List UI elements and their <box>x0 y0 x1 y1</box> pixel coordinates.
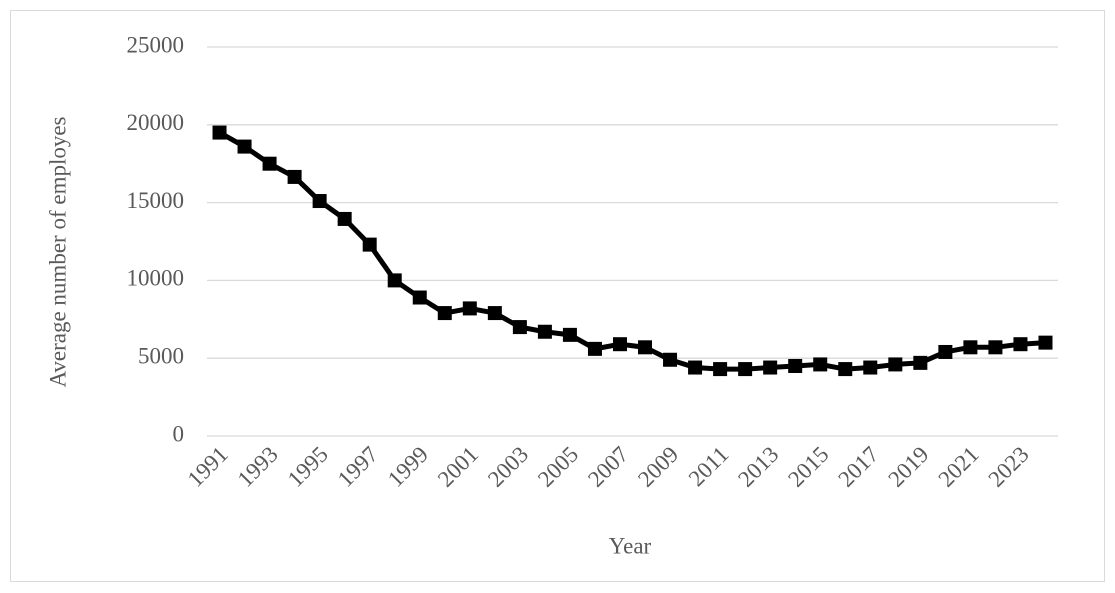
marker <box>562 327 577 342</box>
marker <box>537 324 552 339</box>
marker <box>688 360 703 375</box>
marker <box>963 340 978 355</box>
marker <box>713 362 728 377</box>
y-tick-label: 15000 <box>127 188 185 213</box>
marker <box>587 341 602 356</box>
y-tick-label: 20000 <box>127 110 185 135</box>
marker <box>262 156 277 171</box>
marker <box>813 357 828 372</box>
marker <box>663 352 678 367</box>
marker <box>212 125 227 140</box>
marker <box>312 194 327 209</box>
marker <box>612 337 627 352</box>
marker <box>913 355 928 370</box>
marker <box>888 357 903 372</box>
marker <box>487 306 502 321</box>
marker <box>838 362 853 377</box>
y-tick-label: 25000 <box>127 32 185 57</box>
marker <box>462 301 477 316</box>
marker <box>788 358 803 373</box>
marker <box>738 362 753 377</box>
y-axis-title: Average number of employes <box>45 116 70 387</box>
x-axis-title: Year <box>609 533 652 558</box>
marker <box>437 306 452 321</box>
marker <box>237 139 252 154</box>
marker <box>387 273 402 288</box>
marker <box>1038 335 1053 350</box>
marker <box>337 211 352 226</box>
marker <box>412 290 427 305</box>
marker <box>1013 337 1028 352</box>
marker <box>988 340 1003 355</box>
marker <box>763 360 778 375</box>
marker <box>512 320 527 335</box>
line <box>218 130 1046 372</box>
marker <box>362 237 377 252</box>
y-tick-label: 10000 <box>127 266 185 291</box>
marker <box>638 340 653 355</box>
marker <box>863 360 878 375</box>
marker <box>938 344 953 359</box>
chart-border <box>10 10 1105 582</box>
marker <box>287 169 302 184</box>
y-tick-label: 5000 <box>138 343 184 368</box>
y-tick-label: 0 <box>173 421 185 446</box>
